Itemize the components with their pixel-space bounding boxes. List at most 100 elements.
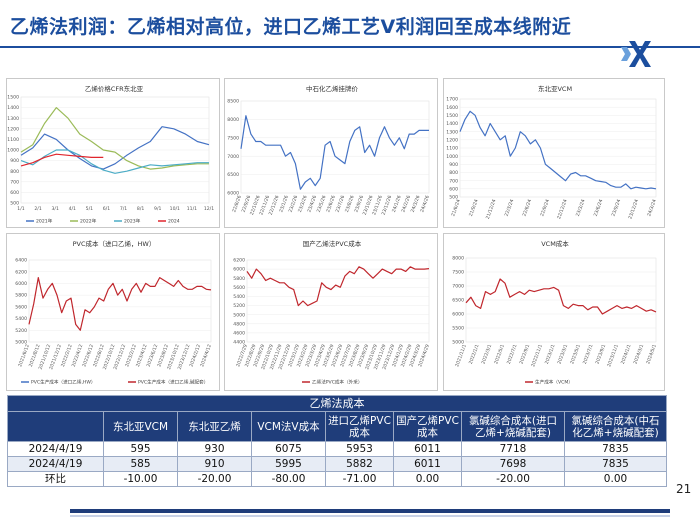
legend-label: 2022年 (80, 218, 97, 225)
legend-label: 2023年 (124, 218, 141, 225)
x-tick-label: 10/1 (170, 206, 180, 212)
x-tick-label: 5/1 (86, 206, 93, 212)
table-row: 2024/4/19 585 910 5995 5882 6011 7698 78… (7, 456, 667, 472)
legend-label: PVC生产成本（进口乙烯,HW） (31, 379, 96, 386)
logo-mark-icon (621, 41, 651, 67)
y-tick-label: 6200 (233, 258, 245, 264)
table-cell: 6011 (393, 456, 462, 472)
x-tick-label: 24/2/26 (400, 195, 412, 214)
x-tick-label: 21/9/24 (468, 199, 480, 218)
y-tick-label: 5800 (233, 276, 245, 282)
table-row: 2024/4/19 595 930 6075 5953 6011 7718 78… (7, 441, 667, 457)
table-cell: -71.00 (325, 471, 394, 487)
y-tick-label: 5000 (452, 340, 464, 346)
x-tick-label: 4/1 (69, 206, 76, 212)
x-tick-label: 23/8/26 (344, 195, 356, 214)
x-tick-label: 24/3/26 (410, 195, 422, 214)
chart-title: 中石化乙烯挂牌价 (306, 84, 359, 93)
y-tick-label: 7500 (227, 135, 239, 141)
table-cell: -80.00 (251, 471, 326, 487)
footer-bar (70, 509, 670, 513)
y-tick-label: 700 (449, 178, 458, 184)
x-tick-label: 2024/1/1 (620, 344, 633, 366)
table-header-cell: 进口乙烯PVC成本 (325, 411, 394, 442)
table-header-cell: 国产乙烯PVC成本 (393, 411, 462, 442)
x-tick-label: 21/6/24 (450, 199, 462, 218)
y-tick-label: 5600 (233, 285, 245, 291)
y-tick-label: 1200 (7, 126, 19, 132)
table-cell: 585 (103, 456, 178, 472)
y-tick-label: 800 (10, 169, 19, 175)
y-tick-label: 5200 (15, 328, 27, 334)
chart-svg-c5: 国产乙烯法PVC成本 6200 6000 5800 5600 5400 5200 5000 48… (233, 239, 431, 386)
y-tick-label: 5600 (15, 304, 27, 310)
x-tick-label: 2022/9/1 (519, 344, 532, 366)
y-tick-label: 5000 (15, 340, 27, 346)
chart-pvc-cost-imported: PVC成本（进口乙烯，HW） 6400 6200 6000 5800 5600 5400 52… (6, 233, 220, 391)
y-tick-label: 8000 (452, 256, 464, 262)
x-tick-label: 2024/5/1 (645, 344, 658, 366)
y-tick-label: 7000 (452, 284, 464, 290)
table-header-cell (7, 411, 104, 442)
x-tick-label: 2022/11/1 (530, 344, 544, 368)
x-tick-label: 23/2/26 (288, 195, 300, 214)
y-tick-label: 6000 (227, 191, 239, 197)
series-line (20, 153, 104, 167)
x-tick-label: 1/1 (17, 206, 24, 212)
table-cell: 2024/4/19 (7, 441, 104, 457)
x-tick-label: 2022/7/1 (506, 344, 519, 366)
table-cell: -10.00 (103, 471, 178, 487)
chart-svg-c1: 乙烯价格CFR东北亚 1500 1400 1300 1200 1100 1000 900 800… (7, 84, 214, 225)
chart-svg-c4: PVC成本（进口乙烯，HW） 6400 6200 6000 5800 5600 5400 52… (15, 239, 213, 386)
y-tick-label: 600 (449, 186, 458, 192)
legend-label: PVC生产成本（进口乙烯,碱配套） (138, 379, 208, 386)
chart-title: 东北亚VCM (538, 84, 572, 93)
x-tick-label: 2023/9/1 (595, 344, 608, 366)
table-cell: 5995 (251, 456, 326, 472)
y-tick-label: 1400 (446, 121, 458, 127)
table-cell: 595 (103, 441, 178, 457)
table-cell: 0.00 (564, 471, 667, 487)
table-cell: 0.00 (393, 471, 462, 487)
table-cell: 5953 (325, 441, 394, 457)
chart-title: VCM成本 (541, 239, 569, 248)
x-tick-label: 22/6/24 (521, 199, 533, 218)
x-tick-label: 22/8/26 (231, 195, 243, 214)
chart-title: 乙烯价格CFR东北亚 (85, 84, 144, 93)
company-logo (621, 41, 651, 67)
chart-sinopec-ethylene-price: 中石化乙烯挂牌价 8500 8000 7500 7000 6500 6000 22/8/26 2… (224, 78, 438, 228)
table-caption: 乙烯法成本 (7, 395, 667, 412)
x-tick-label: 2024/3/1 (633, 344, 646, 366)
chart-svg-c6: VCM成本 8000 7500 7000 6500 6000 5500 50002021/11… (452, 239, 658, 386)
y-tick-label: 4400 (233, 340, 245, 346)
x-tick-label: 2022/3/1 (481, 344, 494, 366)
x-tick-label: 2023/11/1 (606, 344, 620, 368)
table-cell: 6011 (393, 441, 462, 457)
x-tick-label: 9/1 (154, 206, 161, 212)
y-tick-label: 1600 (446, 105, 458, 111)
legend-label: 生产成本（VCM） (535, 379, 573, 386)
table-cell: 6075 (251, 441, 326, 457)
y-tick-label: 6200 (15, 269, 27, 275)
series-line (246, 266, 430, 307)
series-line (240, 115, 429, 190)
series-line (465, 278, 657, 315)
plot-area (240, 100, 430, 194)
table-cell: 环比 (7, 471, 104, 487)
x-tick-label: 2023/1/1 (544, 344, 557, 366)
x-tick-label: 23/12/24 (627, 199, 640, 221)
table-row: 环比 -10.00 -20.00 -80.00 -71.00 0.00 -20.… (7, 471, 667, 487)
y-tick-label: 700 (10, 179, 19, 185)
x-tick-label: 24/1/26 (391, 195, 403, 214)
x-tick-label: 6/1 (103, 206, 110, 212)
table-cell: 910 (177, 456, 252, 472)
y-tick-label: 1100 (446, 146, 458, 152)
y-tick-label: 7500 (452, 270, 464, 276)
chart-svg-c3: 东北亚VCM 1700 1600 1500 1400 1300 1200 1100 1000 90… (446, 84, 658, 221)
y-tick-label: 6000 (452, 312, 464, 318)
y-tick-label: 5200 (233, 303, 245, 309)
x-tick-label: 22/9/26 (241, 195, 253, 214)
plot-area (246, 259, 430, 343)
cost-table: 乙烯法成本 东北亚VCM 东北亚乙烯 VCM法V成本 进口乙烯PVC成本 国产乙… (7, 395, 667, 487)
y-tick-label: 5400 (15, 316, 27, 322)
